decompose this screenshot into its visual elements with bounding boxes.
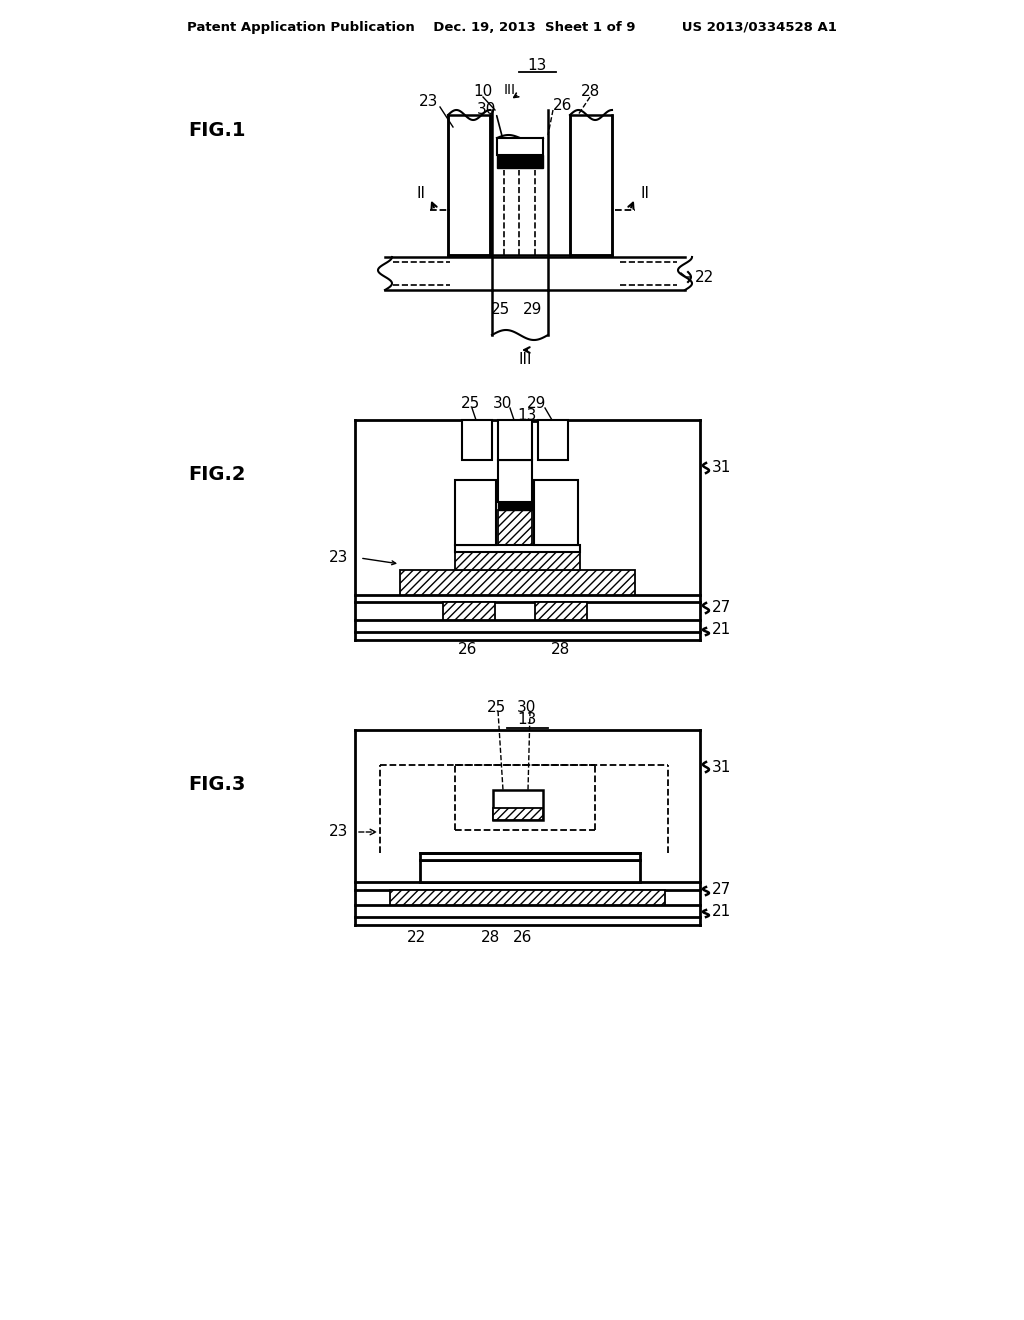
Text: 30: 30 <box>517 700 537 714</box>
Text: 21: 21 <box>712 904 731 920</box>
Text: 10: 10 <box>473 84 493 99</box>
Text: II: II <box>416 186 425 202</box>
Text: 28: 28 <box>550 643 569 657</box>
Text: Patent Application Publication    Dec. 19, 2013  Sheet 1 of 9          US 2013/0: Patent Application Publication Dec. 19, … <box>187 21 837 34</box>
Text: FIG.2: FIG.2 <box>188 466 246 484</box>
Bar <box>443 602 495 620</box>
Text: 26: 26 <box>459 643 477 657</box>
Bar <box>390 890 665 906</box>
Text: 27: 27 <box>712 601 731 615</box>
Text: 29: 29 <box>527 396 547 412</box>
Bar <box>449 115 490 255</box>
Bar <box>400 570 635 595</box>
Text: 23: 23 <box>329 825 348 840</box>
Text: FIG.1: FIG.1 <box>188 120 246 140</box>
Text: III: III <box>518 352 531 367</box>
Bar <box>462 420 492 459</box>
Bar <box>534 480 578 545</box>
Text: 25: 25 <box>487 700 507 714</box>
Text: 13: 13 <box>527 58 547 73</box>
Bar <box>570 115 612 255</box>
Bar <box>420 861 640 882</box>
Text: 31: 31 <box>712 759 731 775</box>
Bar <box>535 602 587 620</box>
Text: II: II <box>640 186 649 202</box>
Text: 29: 29 <box>523 302 543 318</box>
Text: 26: 26 <box>513 931 532 945</box>
Text: 26: 26 <box>553 98 572 112</box>
Text: FIG.3: FIG.3 <box>188 776 246 795</box>
Bar <box>420 853 640 861</box>
Text: 13: 13 <box>517 408 537 422</box>
Text: 25: 25 <box>490 302 510 318</box>
Text: 28: 28 <box>581 84 600 99</box>
Bar <box>455 545 580 552</box>
Bar <box>538 420 568 459</box>
Text: 21: 21 <box>712 623 731 638</box>
Bar <box>498 502 532 510</box>
Text: III: III <box>504 83 516 96</box>
Text: 30: 30 <box>494 396 513 412</box>
Bar <box>493 789 543 820</box>
Bar <box>455 480 496 545</box>
Text: 13: 13 <box>517 713 537 727</box>
Text: 23: 23 <box>419 95 438 110</box>
Bar <box>498 510 532 545</box>
Bar <box>455 552 580 570</box>
Bar <box>497 154 543 168</box>
Text: 27: 27 <box>712 883 731 898</box>
Bar <box>497 139 543 154</box>
Text: 31: 31 <box>712 461 731 475</box>
Text: 22: 22 <box>695 269 715 285</box>
Bar <box>498 420 532 459</box>
Text: 22: 22 <box>408 931 427 945</box>
Bar <box>498 459 532 502</box>
Text: 28: 28 <box>480 931 500 945</box>
Text: 30: 30 <box>476 103 496 117</box>
Text: 23: 23 <box>329 550 348 565</box>
Bar <box>493 808 543 820</box>
Text: 25: 25 <box>461 396 479 412</box>
